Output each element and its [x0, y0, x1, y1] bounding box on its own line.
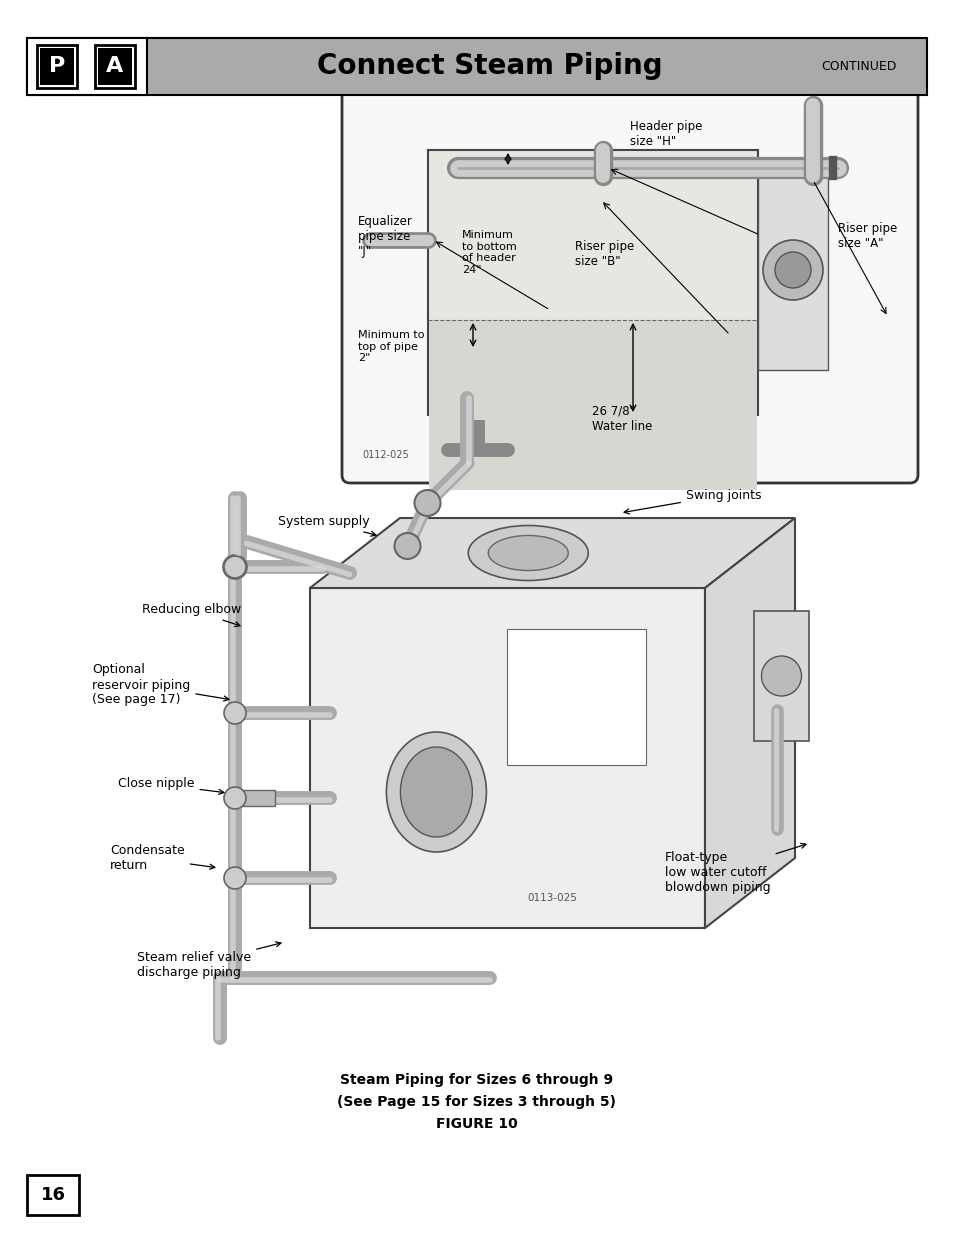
Text: Condensate
return: Condensate return [110, 844, 214, 872]
Circle shape [760, 656, 801, 697]
Circle shape [395, 534, 420, 559]
Circle shape [224, 867, 246, 889]
Text: 0112-025: 0112-025 [361, 450, 408, 459]
Text: 0113-025: 0113-025 [527, 893, 577, 903]
Circle shape [224, 556, 246, 578]
Text: Optional
reservoir piping
(See page 17): Optional reservoir piping (See page 17) [91, 663, 229, 706]
Text: A: A [107, 57, 124, 77]
Text: Steam relief valve
discharge piping: Steam relief valve discharge piping [137, 942, 280, 979]
Text: Steam Piping for Sizes 6 through 9: Steam Piping for Sizes 6 through 9 [340, 1073, 613, 1087]
Polygon shape [310, 517, 794, 588]
Text: Reducing elbow: Reducing elbow [142, 604, 241, 626]
Bar [95, 44, 135, 88]
Text: Header pipe
size "H": Header pipe size "H" [629, 120, 701, 148]
Text: Minimum
to bottom
of header
24": Minimum to bottom of header 24" [461, 230, 517, 275]
Text: Riser pipe
size "B": Riser pipe size "B" [575, 240, 634, 268]
Circle shape [224, 701, 246, 724]
Ellipse shape [400, 747, 472, 837]
Text: (See Page 15 for Sizes 3 through 5): (See Page 15 for Sizes 3 through 5) [337, 1095, 616, 1109]
Circle shape [223, 555, 247, 579]
Text: 16: 16 [40, 1186, 66, 1204]
Text: Float-type
low water cutoff
blowdown piping: Float-type low water cutoff blowdown pip… [664, 844, 805, 893]
Ellipse shape [386, 732, 486, 852]
Bar [240, 790, 274, 806]
Circle shape [414, 490, 440, 516]
Text: Minimum to
top of pipe
2": Minimum to top of pipe 2" [357, 330, 424, 363]
Text: FIGURE 10: FIGURE 10 [436, 1116, 517, 1131]
Text: Connect Steam Piping: Connect Steam Piping [317, 53, 662, 80]
Text: 26 7/8"
Water line: 26 7/8" Water line [592, 405, 652, 433]
Circle shape [774, 252, 810, 288]
Bar [98, 48, 132, 85]
Text: System supply: System supply [277, 515, 375, 536]
Bar [429, 320, 757, 490]
Text: Close nipple: Close nipple [118, 778, 224, 794]
Text: Riser pipe
size "A": Riser pipe size "A" [837, 222, 897, 249]
Bar [428, 149, 758, 415]
Ellipse shape [468, 526, 588, 580]
Text: P: P [49, 57, 65, 77]
Bar [27, 38, 147, 95]
Text: Swing joints: Swing joints [623, 489, 760, 514]
Text: Equalizer
pipe size
"J": Equalizer pipe size "J" [357, 215, 413, 258]
Bar [37, 44, 77, 88]
Bar [507, 629, 645, 764]
Bar [758, 170, 827, 370]
Bar [310, 588, 704, 927]
Bar [754, 611, 809, 741]
Bar [27, 1174, 79, 1215]
Text: CONTINUED: CONTINUED [821, 61, 896, 73]
Circle shape [762, 240, 822, 300]
FancyBboxPatch shape [341, 86, 917, 483]
Polygon shape [704, 517, 794, 927]
Ellipse shape [488, 536, 568, 571]
Circle shape [224, 787, 246, 809]
Bar [40, 48, 74, 85]
Bar [27, 38, 926, 95]
